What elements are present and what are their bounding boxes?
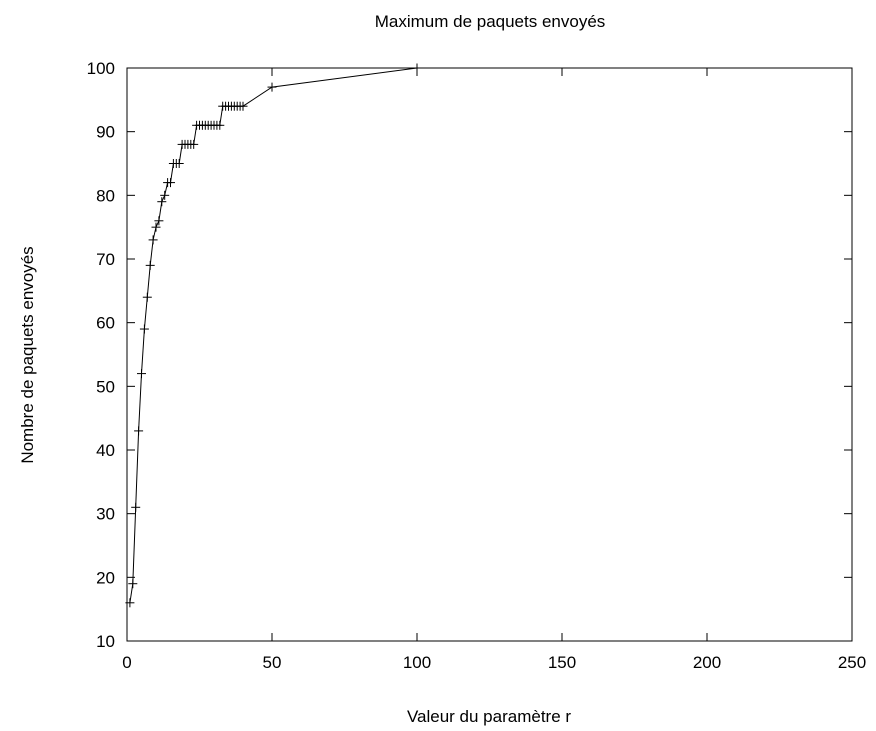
x-tick-label: 100: [403, 653, 431, 672]
data-point-marker: [131, 502, 141, 512]
data-point-marker: [174, 159, 184, 168]
x-tick-label: 150: [548, 653, 576, 672]
series-plot: [125, 63, 422, 608]
x-axis-label: Valeur du paramètre r: [407, 707, 571, 726]
x-tick-label: 0: [122, 653, 131, 672]
x-tick-label: 250: [838, 653, 866, 672]
y-axis-label: Nombre de paquets envoyés: [18, 246, 37, 463]
data-point-marker: [154, 216, 164, 226]
series-line: [129, 67, 418, 603]
y-tick-label: 90: [96, 123, 115, 142]
y-tick-label: 20: [96, 568, 115, 587]
data-point-marker: [142, 292, 152, 302]
data-point-marker: [139, 324, 149, 334]
data-point-marker: [160, 190, 170, 200]
y-tick-label: 10: [96, 632, 115, 651]
x-tick-label: 200: [693, 653, 721, 672]
data-point-marker: [125, 598, 135, 608]
x-axis-ticks: 0 50 100 150 200 250: [122, 68, 866, 672]
data-point-marker: [166, 178, 175, 188]
chart-title: Maximum de paquets envoyés: [375, 12, 606, 31]
y-tick-label: 80: [96, 186, 115, 205]
data-point-marker: [238, 101, 248, 111]
y-tick-label: 30: [96, 505, 115, 524]
data-point-marker: [145, 260, 155, 270]
y-tick-label: 50: [96, 377, 115, 396]
data-point-marker: [148, 235, 158, 245]
data-point-marker: [157, 197, 167, 207]
data-point-marker: [267, 82, 277, 92]
plot-area-frame: [126, 67, 853, 642]
y-tick-label: 40: [96, 441, 115, 460]
data-point-marker: [151, 222, 161, 232]
y-tick-label: 60: [96, 314, 115, 333]
y-tick-label: 70: [96, 250, 115, 269]
y-axis-ticks: 10 20 30 40 50 60 70 80 90 100: [87, 59, 852, 651]
data-point-marker: [134, 426, 144, 436]
y-tick-label: 100: [87, 59, 115, 78]
data-point-marker: [189, 139, 199, 149]
data-point-marker: [137, 369, 146, 379]
data-point-marker: [412, 63, 422, 73]
data-point-marker: [215, 120, 225, 130]
x-tick-label: 50: [263, 653, 282, 672]
data-point-marker: [128, 579, 138, 589]
